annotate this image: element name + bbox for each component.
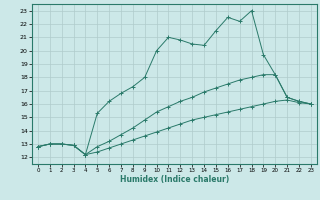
X-axis label: Humidex (Indice chaleur): Humidex (Indice chaleur) bbox=[120, 175, 229, 184]
